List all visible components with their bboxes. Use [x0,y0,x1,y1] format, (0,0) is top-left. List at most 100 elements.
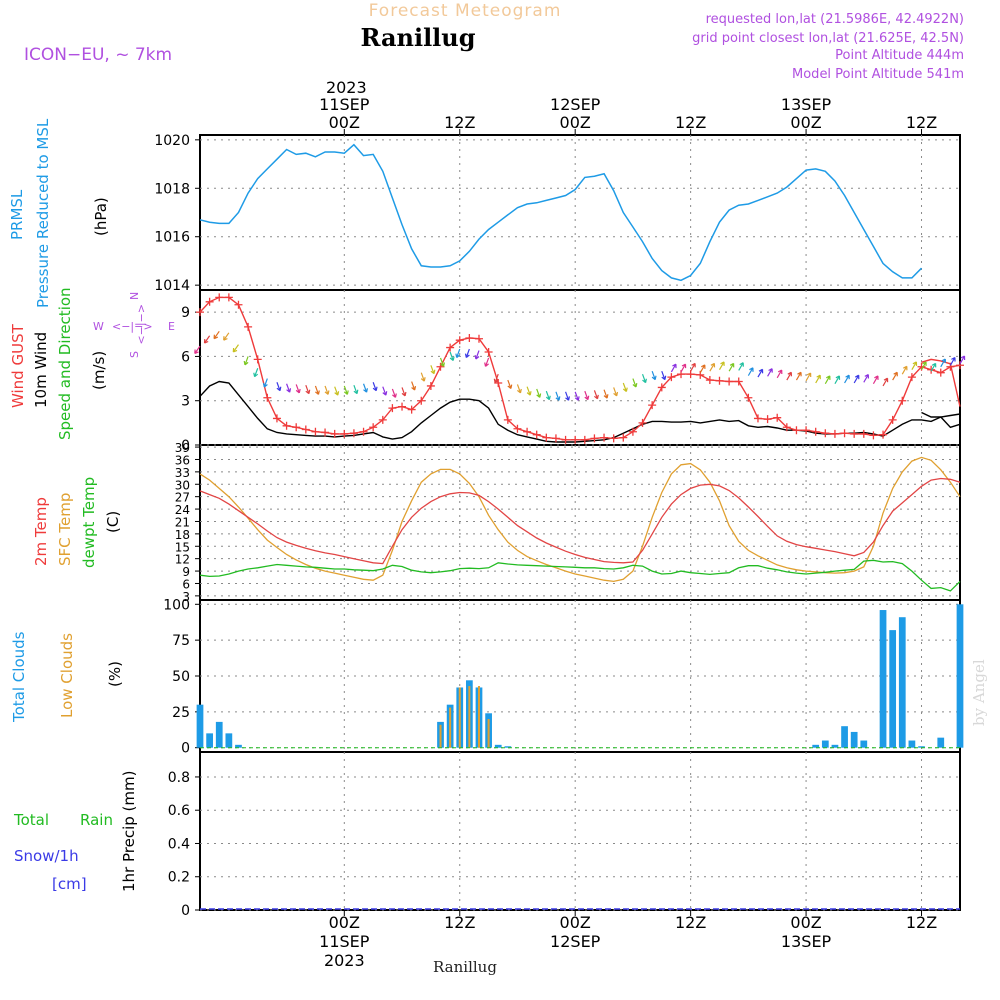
low-cloud-bar [487,719,490,748]
wind-direction-arrow [232,344,239,353]
gust-marker [869,431,878,440]
wind-direction-arrow [474,350,480,360]
temp-tick-label: 33 [175,466,190,480]
pressure-tick-label: 1020 [154,133,190,149]
gust-marker [773,413,782,422]
gust-marker [840,429,849,438]
total-cloud-bar [918,746,925,748]
gust-marker [234,300,243,309]
wind-speed-line-tail [921,411,961,429]
gust-marker [859,429,868,438]
total-cloud-bar [225,733,233,748]
top-axis-hour: 12Z [906,113,937,132]
gust-marker [734,377,743,386]
gust-marker [532,430,541,439]
wind-direction-arrow [930,362,937,372]
wind-direction-arrow [353,385,359,395]
gust-marker [763,415,772,424]
wind-direction-arrow [959,355,966,365]
clouds-unit-label: (%) [106,661,124,687]
model-label: ICON−EU, ~ 7km [24,45,172,65]
gust-marker [590,434,599,443]
gust-marker [349,429,358,438]
bottom-axis-date: 13SEP [781,932,832,951]
total-cloud-bar [898,617,906,748]
wind-direction-arrow [382,386,388,396]
gust-marker [224,293,233,302]
bottom-axis-hour: 12Z [906,913,937,932]
wind-direction-arrow [690,362,696,372]
wind-direction-arrow [455,348,461,358]
temp2m-line [199,477,961,565]
low-cloud-bar [439,724,442,748]
total-cloud-bar [850,731,858,748]
total-cloud-bar [841,726,848,748]
wind-direction-arrow [213,330,220,340]
wind-direction-arrow [334,386,340,396]
wind-direction-arrow [286,383,292,393]
precip-tick-label: 0.4 [168,836,190,852]
wind-direction-arrow [709,362,716,372]
wind-tick-label: 9 [181,305,190,321]
gust-marker [388,404,397,413]
wind-direction-arrow [670,363,677,373]
wind-tick-label: 3 [181,394,190,410]
gust-marker [898,396,907,405]
wind-direction-arrow [757,368,764,378]
precip-tick-label: 0.2 [168,870,190,886]
low-cloud-bar [468,686,471,748]
wind-direction-arrow [223,332,230,341]
compass-rose-icon: N S W E <−|−> <−|−> [93,292,175,358]
wind-direction-arrow [362,383,368,393]
wind-direction-arrow [574,391,580,401]
bottom-axis-hour: 00Z [329,913,360,932]
gust-marker [571,435,580,444]
top-axis-date: 11SEP [319,95,370,114]
wind-direction-arrow [767,368,773,377]
gust-marker [956,361,964,370]
wind-direction-arrow [863,373,869,383]
wind-direction-arrow [243,356,249,366]
clouds-tick-label: 50 [172,669,190,685]
sfc-temp-line [199,456,961,583]
wind-direction-arrow [680,363,687,373]
gust-marker [321,428,330,437]
gust-marker [244,322,253,331]
gust-marker [446,343,455,352]
gust-marker [821,429,830,438]
grid-point-coords: grid point closest lon,lat (21.625E, 42.… [692,31,964,46]
wind-direction-arrow [853,374,860,384]
model-altitude: Model Point Altitude 541m [792,67,964,82]
low-clouds-label: Low Clouds [58,633,76,718]
wind-direction-arrow [613,387,619,397]
wind-direction-arrow [940,358,946,368]
gust-marker [628,427,637,436]
gust-marker [667,373,676,382]
gust-marker [359,427,368,436]
bottom-axis-hour: 00Z [560,913,591,932]
total-cloud-bar [812,744,820,748]
low-cloud-bar [449,707,452,748]
gust-marker [936,368,945,377]
wind-direction-arrow [593,390,599,400]
temp-tick-label: 27 [175,491,190,505]
pressure-label-unit: (hPa) [92,197,110,236]
snow-unit-label: [cm] [52,875,87,893]
gust-marker [705,376,714,385]
gust-marker [340,429,349,438]
wind-direction-arrow [464,348,470,358]
wind-unit-label: (m/s) [90,351,108,390]
gust-marker [272,414,281,423]
gust-marker [715,376,724,385]
total-cloud-bar [831,744,839,748]
precip-axis-label: 1hr Precip (mm) [120,771,138,892]
gust-marker [725,377,734,386]
gust-marker [946,362,955,371]
gust-marker [417,396,426,405]
top-axis-hour: 00Z [560,113,591,132]
precip-tick-label: 0.6 [168,803,190,819]
wind-direction-arrow [632,378,638,388]
dewpoint-line [199,559,961,592]
temp-panel-frame [199,444,961,601]
